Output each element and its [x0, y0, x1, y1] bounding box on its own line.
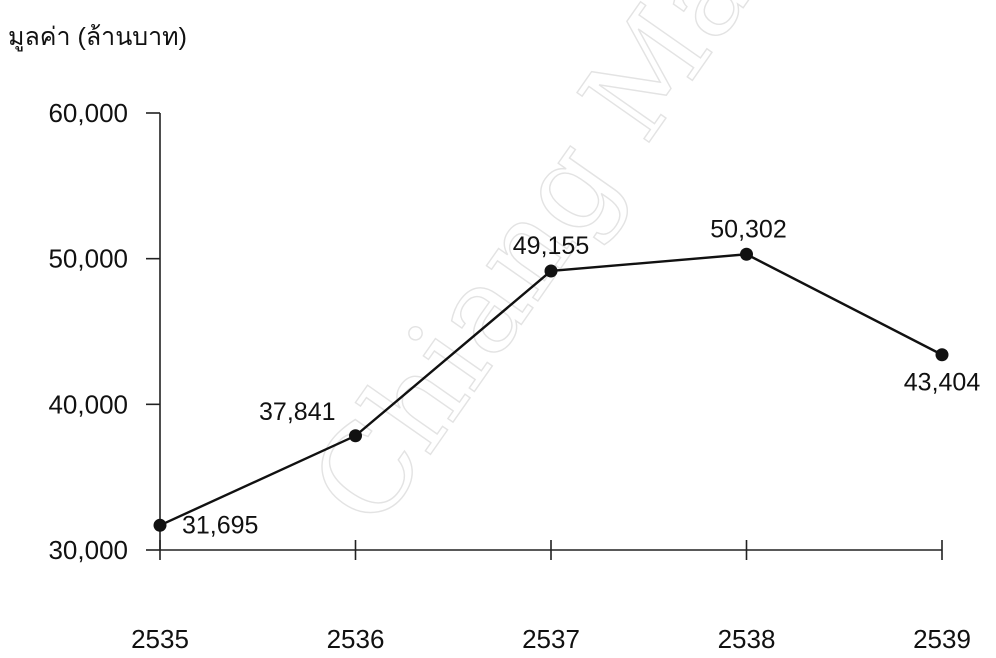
- x-tick-label: 2535: [131, 624, 189, 654]
- data-labels: 31,695 37,841 49,155 50,302 43,404: [182, 215, 980, 539]
- data-label: 31,695: [182, 511, 258, 539]
- data-label: 50,302: [710, 215, 786, 243]
- data-series: [153, 247, 949, 532]
- data-label: 49,155: [513, 232, 589, 260]
- y-axis-ticks: 30,000 40,000 50,000 60,000: [48, 98, 160, 565]
- x-axis-ticks: 2535 2536 2537 2538 2539: [131, 540, 971, 654]
- y-tick-label: 50,000: [48, 244, 128, 274]
- x-tick-label: 2537: [522, 624, 580, 654]
- data-label: 43,404: [904, 369, 981, 397]
- y-axis-title: มูลค่า (ล้านบาท): [8, 23, 187, 52]
- x-tick-label: 2539: [913, 624, 971, 654]
- y-tick-label: 60,000: [48, 98, 128, 128]
- svg-text:Chiang Mai: Chiang Mai: [285, 0, 803, 550]
- data-label: 37,841: [259, 398, 335, 426]
- data-point: [740, 247, 753, 261]
- data-point: [544, 264, 558, 278]
- x-tick-label: 2536: [327, 624, 385, 654]
- watermark: Chiang Mai: [284, 0, 803, 551]
- data-point: [935, 348, 949, 362]
- y-tick-label: 40,000: [48, 389, 128, 419]
- x-tick-label: 2538: [718, 624, 776, 654]
- y-tick-label: 30,000: [48, 535, 128, 565]
- data-point: [153, 518, 167, 532]
- data-point: [349, 429, 362, 443]
